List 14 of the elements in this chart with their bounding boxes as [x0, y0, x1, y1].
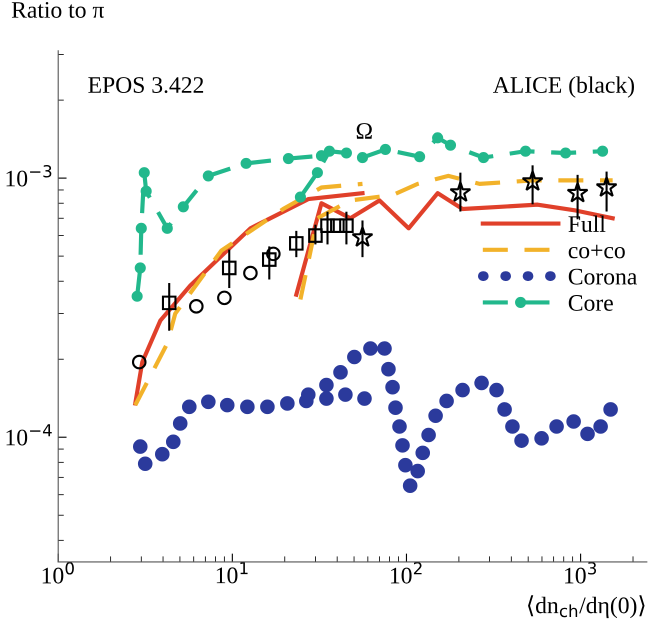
legend-label: Corona — [568, 268, 638, 285]
legend-label: Full — [568, 215, 606, 232]
legend-label: Core — [568, 295, 613, 311]
legend-label: co+co — [568, 244, 625, 258]
x-tick-label: 10$^{1}$ — [216, 562, 248, 584]
x-tick-label: 10$^{0}$ — [42, 562, 74, 584]
annotation: Ω — [356, 123, 372, 139]
y-tick-label: 10$^{−4}$ — [6, 424, 52, 446]
y-axis-title: Ratio to π — [12, 2, 104, 18]
annotation: ALICE (black) — [493, 76, 634, 98]
x-tick-label: 10$^{2}$ — [390, 562, 422, 584]
y-tick-label: 10$^{−3}$ — [6, 164, 52, 187]
annotation: EPOS 3.422 — [88, 77, 204, 94]
x-axis-title: ⟨dn$_{ch}$/dη(0)⟩ — [528, 595, 645, 618]
